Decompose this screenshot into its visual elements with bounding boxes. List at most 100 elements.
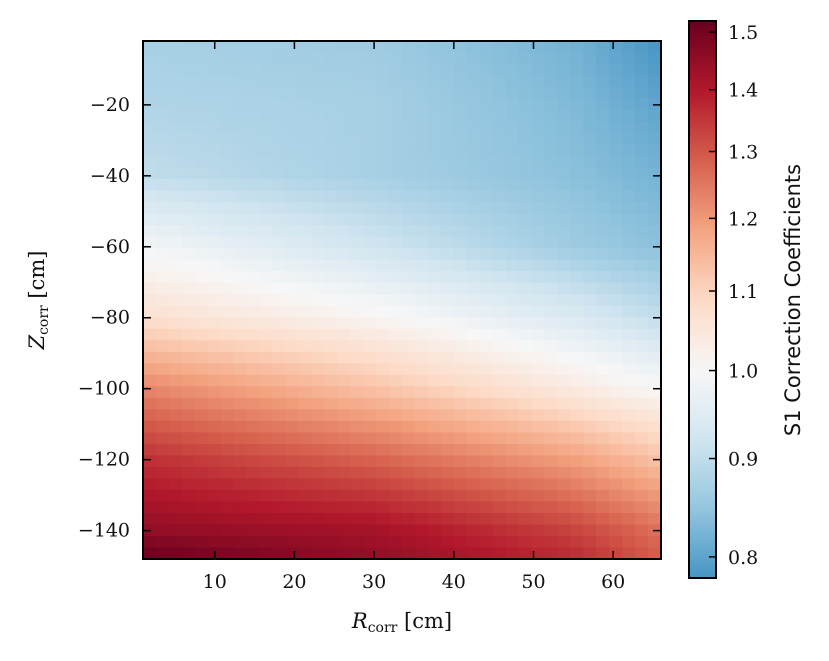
heatmap-cell: [583, 179, 597, 192]
heatmap-cell: [440, 317, 455, 330]
heatmap-cell: [466, 110, 481, 122]
heatmap-cell: [427, 213, 442, 226]
heatmap-cell: [557, 225, 571, 238]
heatmap-cell: [143, 455, 157, 468]
heatmap-cell: [635, 156, 649, 169]
heatmap-cell: [635, 236, 649, 249]
heatmap-cell: [143, 225, 157, 238]
heatmap-cell: [207, 397, 222, 410]
heatmap-cell: [531, 236, 545, 249]
heatmap-cell: [285, 236, 299, 249]
heatmap-cell: [376, 271, 390, 284]
heatmap-cell: [389, 259, 403, 272]
heatmap-cell: [544, 317, 558, 330]
heatmap-cell: [492, 271, 506, 284]
heatmap-cell: [324, 167, 338, 180]
heatmap-cell: [583, 501, 597, 514]
heatmap-cell: [402, 466, 416, 479]
heatmap-cell: [414, 443, 429, 456]
heatmap-cell: [492, 110, 506, 122]
heatmap-cell: [220, 98, 235, 111]
heatmap-cell: [220, 87, 235, 99]
heatmap-cell: [143, 501, 157, 514]
heatmap-cell: [440, 524, 455, 537]
heatmap-cell: [531, 41, 545, 53]
heatmap-cell: [544, 420, 558, 433]
heatmap-cell: [207, 535, 222, 548]
heatmap-cell: [648, 489, 662, 502]
heatmap-cell: [635, 420, 649, 433]
heatmap-cell: [311, 340, 325, 353]
heatmap-cell: [505, 386, 519, 399]
heatmap-cell: [453, 535, 468, 548]
heatmap-cell: [414, 41, 429, 53]
heatmap-cell: [220, 489, 235, 502]
heatmap-cell: [143, 213, 157, 226]
heatmap-cell: [233, 167, 247, 180]
heatmap-cell: [531, 489, 545, 502]
heatmap-cell: [233, 374, 247, 387]
heatmap-cell: [635, 179, 649, 192]
heatmap-cell: [285, 282, 299, 295]
heatmap-cell: [363, 351, 377, 364]
heatmap-cell: [350, 443, 364, 456]
heatmap-cell: [207, 271, 222, 284]
heatmap-cell: [376, 225, 390, 238]
heatmap-cell: [440, 202, 455, 215]
heatmap-cell: [479, 98, 494, 111]
heatmap-cell: [220, 501, 235, 514]
heatmap-cell: [635, 121, 649, 134]
heatmap-cell: [402, 75, 416, 88]
heatmap-cell: [350, 133, 364, 145]
heatmap-cell: [389, 501, 403, 514]
heatmap-cell: [311, 489, 325, 502]
heatmap-cell: [181, 167, 196, 180]
heatmap-cell: [518, 52, 532, 65]
heatmap-cell: [583, 282, 597, 295]
heatmap-cell: [492, 190, 506, 203]
heatmap-cell: [194, 259, 209, 272]
heatmap-cell: [479, 512, 494, 525]
heatmap-cell: [194, 512, 209, 525]
heatmap-cell: [414, 121, 429, 134]
heatmap-cell: [492, 213, 506, 226]
heatmap-cell: [518, 397, 532, 410]
heatmap-cell: [414, 351, 429, 364]
heatmap-cell: [168, 317, 183, 330]
heatmap-cell: [285, 489, 299, 502]
heatmap-cell: [324, 409, 338, 422]
heatmap-cell: [427, 478, 442, 491]
heatmap-cell: [246, 236, 260, 249]
heatmap-cell: [427, 455, 442, 468]
heatmap-cell: [453, 248, 468, 261]
heatmap-cell: [583, 363, 597, 376]
heatmap-cell: [570, 167, 584, 180]
heatmap-cell: [531, 98, 545, 111]
heatmap-cell: [389, 432, 403, 445]
heatmap-cell: [143, 363, 157, 376]
heatmap-cell: [259, 351, 273, 364]
heatmap-cell: [298, 524, 312, 537]
heatmap-cell: [363, 501, 377, 514]
heatmap-cell: [143, 420, 157, 433]
heatmap-cell: [570, 351, 584, 364]
heatmap-cell: [220, 41, 235, 53]
heatmap-cell: [402, 98, 416, 111]
heatmap-cell: [155, 144, 170, 157]
heatmap-cell: [622, 535, 636, 548]
heatmap-cell: [168, 282, 183, 295]
heatmap-cell: [246, 98, 260, 111]
heatmap-cell: [143, 340, 157, 353]
heatmap-cell: [402, 524, 416, 537]
heatmap-cell: [259, 432, 273, 445]
heatmap-cell: [402, 317, 416, 330]
heatmap-cell: [544, 202, 558, 215]
heatmap-cell: [583, 351, 597, 364]
heatmap-cell: [298, 52, 312, 65]
heatmap-cell: [298, 432, 312, 445]
heatmap-cell: [518, 535, 532, 548]
heatmap-cell: [479, 317, 494, 330]
heatmap-cell: [609, 466, 623, 479]
x-tick-label: 50: [521, 571, 545, 593]
heatmap-cell: [609, 501, 623, 514]
